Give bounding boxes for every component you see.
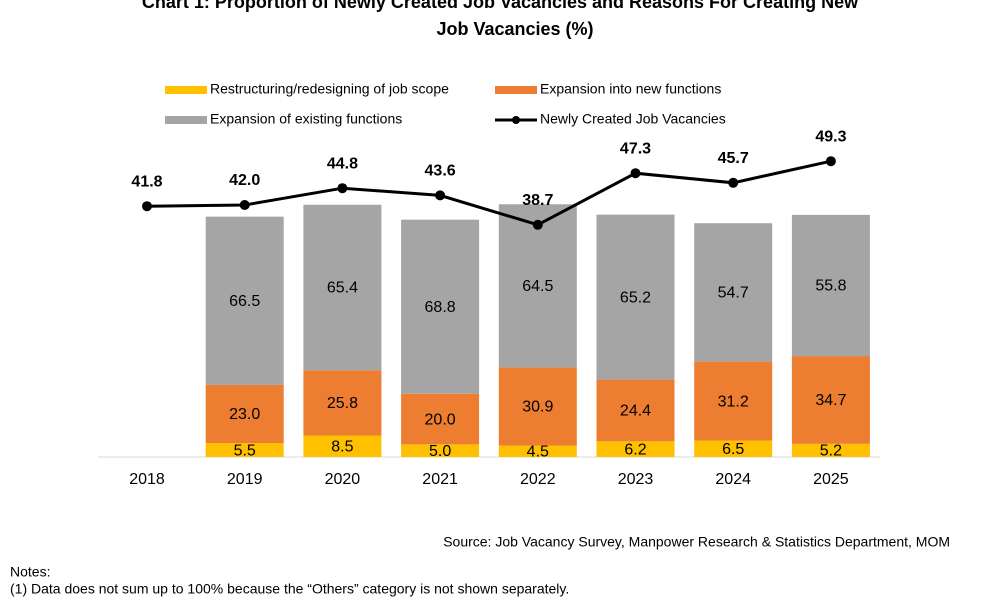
x-tick-label: 2022 — [520, 471, 556, 488]
line-point — [435, 190, 446, 201]
bar-segment — [694, 440, 773, 457]
data-label: 8.5 — [331, 438, 353, 455]
bar-segment — [205, 216, 284, 385]
x-tick-label: 2024 — [715, 471, 751, 488]
x-tick-label: 2021 — [422, 471, 458, 488]
bar-segment — [596, 379, 675, 442]
data-label: 47.3 — [620, 140, 651, 157]
data-label: 6.2 — [624, 441, 646, 458]
data-label: 55.8 — [815, 278, 846, 295]
legend-swatch — [165, 86, 207, 94]
legend-label: Expansion into new functions — [540, 81, 721, 97]
data-label: 30.9 — [522, 399, 553, 416]
bar-segment — [205, 384, 284, 444]
data-label: 49.3 — [815, 128, 846, 145]
x-tick-label: 2020 — [325, 471, 361, 488]
data-label: 31.2 — [718, 393, 749, 410]
data-label: 65.4 — [327, 280, 358, 297]
data-label: 42.0 — [229, 172, 260, 189]
bar-segment — [303, 435, 382, 457]
chart-title: Chart 1: Proportion of Newly Created Job… — [142, 0, 859, 12]
line-point — [630, 168, 641, 179]
bar-segment — [596, 214, 675, 380]
legend-label: Restructuring/redesigning of job scope — [210, 81, 449, 97]
bar-segment — [401, 444, 480, 457]
data-label: 65.2 — [620, 289, 651, 306]
data-label: 64.5 — [522, 278, 553, 295]
legend-label: Expansion of existing functions — [210, 111, 402, 127]
x-tick-label: 2025 — [813, 471, 849, 488]
data-label: 54.7 — [718, 285, 749, 302]
note: (1) Data does not sum up to 100% because… — [10, 581, 569, 597]
x-tick-label: 2023 — [618, 471, 654, 488]
data-label: 45.7 — [718, 150, 749, 167]
bar-segment — [401, 393, 480, 445]
line — [146, 159, 832, 227]
legend-label: Newly Created Job Vacancies — [540, 111, 726, 127]
x-tick-label: 2019 — [227, 471, 263, 488]
data-label: 66.5 — [229, 293, 260, 310]
data-label: 68.8 — [425, 299, 456, 316]
data-label: 5.5 — [234, 442, 256, 459]
data-label: 20.0 — [425, 411, 456, 428]
bar-segment — [498, 204, 577, 368]
line-point — [825, 156, 836, 167]
data-label: 44.8 — [327, 155, 358, 172]
bar-segment — [694, 361, 773, 441]
bar-segment — [303, 204, 382, 371]
data-label: 41.8 — [131, 173, 162, 190]
data-label: 34.7 — [815, 392, 846, 409]
bar-segment — [596, 441, 675, 457]
notes-title: Notes: — [10, 564, 50, 580]
data-label: 6.5 — [722, 441, 744, 458]
legend-swatch — [512, 116, 520, 124]
data-label: 43.6 — [425, 163, 456, 180]
data-label: 23.0 — [229, 406, 260, 423]
line-point — [337, 183, 348, 194]
data-label: 4.5 — [527, 444, 549, 461]
data-label: 25.8 — [327, 395, 358, 412]
line-point — [239, 200, 250, 210]
bar-segment — [791, 214, 870, 357]
chart-title: Job Vacancies (%) — [436, 19, 593, 39]
line-point — [532, 219, 543, 230]
data-label: 38.7 — [522, 192, 553, 209]
x-tick-label: 2018 — [129, 471, 165, 488]
data-label: 24.4 — [620, 403, 651, 420]
source: Source: Job Vacancy Survey, Manpower Res… — [443, 534, 950, 550]
bar-segment — [791, 356, 870, 444]
bar-segment — [498, 367, 577, 446]
bar-segment — [401, 219, 480, 394]
data-label: 5.0 — [429, 443, 451, 460]
data-label: 5.2 — [820, 443, 842, 460]
line-point — [142, 201, 152, 212]
bar-segment — [791, 443, 870, 457]
legend-swatch — [495, 86, 537, 94]
bar-segment — [498, 445, 577, 457]
bar-segment — [694, 223, 773, 362]
bar-segment — [303, 370, 382, 436]
legend-swatch — [165, 116, 207, 124]
line-point — [728, 177, 739, 188]
bar-segment — [205, 443, 284, 457]
